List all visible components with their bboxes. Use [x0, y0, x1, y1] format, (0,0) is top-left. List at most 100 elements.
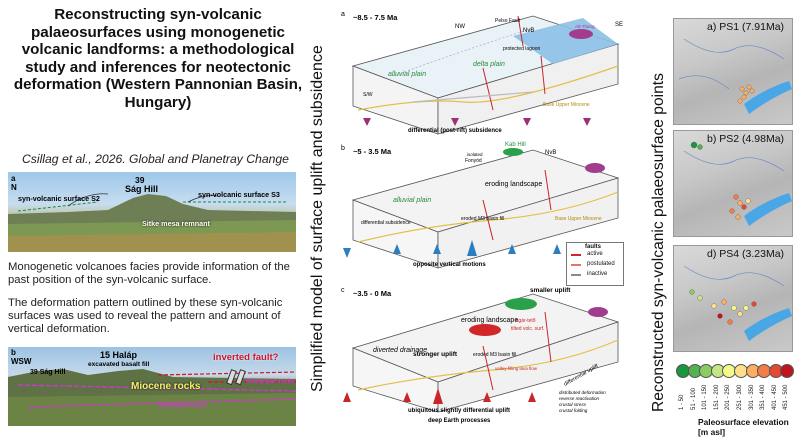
photo-a-landscape: [8, 193, 296, 252]
map-ps4-label: d) PS4 (3.23Ma): [707, 248, 785, 260]
panel-c-note-1: distributed deformation: [559, 390, 606, 395]
map-ps1: a) PS1 (7.91Ma): [673, 18, 793, 125]
panel-a-nvb: NvB: [523, 28, 534, 34]
paragraph-2: The deformation pattern outlined by thes…: [8, 297, 283, 336]
panel-b-kab: Kab Hill: [505, 142, 526, 148]
legend-label-4: 151 - 200: [713, 384, 720, 410]
fault-postulated-swatch: [571, 264, 581, 266]
panel-b-diff: differential subsidence: [361, 220, 411, 226]
panel-b-nvb: NvB: [545, 150, 556, 156]
panel-b-fonyod: Fonyód: [465, 158, 482, 164]
panel-a-sw: S/W: [363, 92, 373, 98]
legend-label-3: 101 - 150: [702, 384, 709, 410]
panel-a-delta: delta plain: [473, 61, 505, 68]
map-ps2-label: b) PS2 (4.98Ma): [707, 133, 785, 145]
panel-a-age: ~8.5 - 7.5 Ma: [353, 13, 398, 22]
fault-active-label: active: [587, 251, 603, 257]
hill-number: 39: [135, 175, 145, 185]
legend-label-10: 451 - 500: [783, 384, 790, 410]
panel-c-deep: deep Earth processes: [428, 418, 491, 424]
block-diagram-c: c ~3.5 - 0 Ma smaller uplift diverted dr…: [341, 287, 620, 424]
legend-label-7: 301 - 350: [748, 384, 755, 410]
paragraph-1: Monogenetic volcanoes facies provide inf…: [8, 261, 290, 287]
panel-c-basin: eroded M3 basin fill: [473, 352, 516, 358]
legend-label-1: 1 - 50: [679, 394, 685, 410]
hill-name: Ság Hill: [125, 184, 159, 194]
middle-vertical-title: Simplified model of surface uplift and s…: [309, 45, 326, 392]
panel-c-age: ~3.5 - 0 Ma: [353, 289, 392, 298]
panel-c-note-3: crustal stress: [559, 402, 587, 407]
panel-a-subsidence-arrows: [363, 118, 591, 126]
panel-c-eroding: eroding landscape: [461, 317, 518, 324]
panel-c-note-2: reverse reactivation: [559, 396, 600, 401]
panel-c-letter: c: [341, 287, 345, 294]
panel-b-basin: eroded M3 basin fill: [461, 216, 504, 222]
fault-inactive-label: inactive: [587, 271, 608, 277]
faults-legend-title: faults: [585, 244, 602, 250]
legend-label-2: 51 - 100: [690, 387, 697, 410]
legend-label-5: 201 - 250: [725, 384, 732, 410]
fault-postulated-label: postulated: [587, 261, 615, 267]
panel-b-caption: opposite vertical motions: [413, 262, 486, 268]
citation: Csillag et al., 2026. Global and Planetr…: [22, 152, 289, 166]
map-ps1-label: a) PS1 (7.91Ma): [707, 21, 785, 33]
panel-c-valley: valley-filling lava flow: [495, 366, 538, 371]
panel-c-agar: Agár-tető: [515, 318, 536, 324]
legend-label-9: 401 - 450: [771, 384, 778, 410]
north-label: N: [11, 183, 17, 192]
map-ps1-terrain: [678, 38, 792, 114]
panel-c-diverted: diverted drainage: [373, 347, 427, 354]
panel-a-letter: a: [341, 11, 345, 18]
panel-b-eroding: eroding landscape: [485, 181, 542, 188]
panel-c-note-4: crustal folding: [559, 408, 588, 413]
legend-label-8: 351 - 400: [760, 384, 767, 410]
right-vertical-title: Reconstructed syn-volcanic palaeosurface…: [650, 73, 667, 412]
block-diagram-a: a ~8.5 - 7.5 Ma NW NvB SE Pelso Fault pr…: [341, 11, 623, 135]
panel-a-nw: NW: [455, 24, 465, 30]
photo-b-letter: b: [11, 348, 16, 357]
faults-legend: faults active postulated inactive: [566, 242, 624, 286]
surface-s3-label: syn-volcanic surface S3: [198, 190, 280, 199]
panel-a-marker: Base Upper Miocene: [543, 102, 590, 108]
legend-title: Paleosurface elevation [m asl]: [698, 417, 789, 437]
photo-b-landscape: [8, 369, 296, 426]
photo-a-letter: a: [11, 174, 16, 183]
panel-a-caption: differential (post-rift) subsidence: [408, 128, 502, 134]
halap-sub: excavated basalt fill: [88, 361, 150, 368]
legend-label-6: 251 - 300: [737, 384, 743, 410]
panel-c-stronger: stronger uplift: [413, 351, 458, 358]
fault-inactive-swatch: [571, 274, 581, 276]
photo-b: b WSW 15 Haláp excavated basalt fill 39 …: [8, 347, 296, 426]
fault-active-swatch: [571, 254, 581, 256]
pannonian-label-2: Pannonian rocks: [158, 403, 207, 409]
panel-b-age: ~5 - 3.5 Ma: [353, 147, 392, 156]
panel-c-tilted: tilted volc. surf.: [511, 326, 544, 332]
halap-label: 15 Haláp: [100, 350, 138, 360]
surface-s2-label: syn-volcanic surface S2: [18, 194, 100, 203]
wsw-label: WSW: [11, 357, 32, 366]
miocene-rocks-label: Miocene rocks: [131, 381, 201, 392]
panel-b-letter: b: [341, 145, 345, 152]
inverted-fault-label: inverted fault?: [213, 352, 279, 363]
photo-a: a N 39 Ság Hill syn-volcanic surface S2 …: [8, 172, 296, 252]
panel-c-uplift-arrows: [343, 388, 536, 404]
panel-c-caption: ubiquitous slightly differential uplift: [408, 408, 510, 414]
remnant-label: Sitke mesa remnant: [142, 219, 210, 228]
map-ps2-terrain: [683, 141, 792, 226]
panel-a-alluvial: alluvial plain: [388, 71, 426, 78]
legend-swatch-10: [780, 364, 795, 378]
panel-a-fault: Pelso Fault: [495, 18, 521, 24]
sag-hill-label: 39 Ság Hill: [30, 369, 66, 376]
paper-title: Reconstructing syn-volcanic palaeosurfac…: [13, 6, 303, 111]
map-ps4-terrain: [683, 265, 792, 341]
map-ps4: d) PS4 (3.23Ma): [673, 245, 793, 352]
block-diagram-b: b ~5 - 3.5 Ma Kab Hill Fonyód isolated N…: [341, 142, 620, 269]
pannonian-label-1: Pannonian rocks: [246, 379, 295, 385]
panel-c-smaller: smaller uplift: [530, 287, 571, 294]
panel-b-alluvial: alluvial plain: [393, 197, 431, 204]
panel-a-lagoon: protected lagoon: [503, 46, 540, 52]
panel-a-se: SE: [615, 22, 623, 28]
map-ps2: b) PS2 (4.98Ma): [673, 130, 793, 237]
panel-b-marker: Base Upper Miocene: [555, 216, 602, 222]
panel-b-isolated: isolated: [467, 152, 483, 157]
